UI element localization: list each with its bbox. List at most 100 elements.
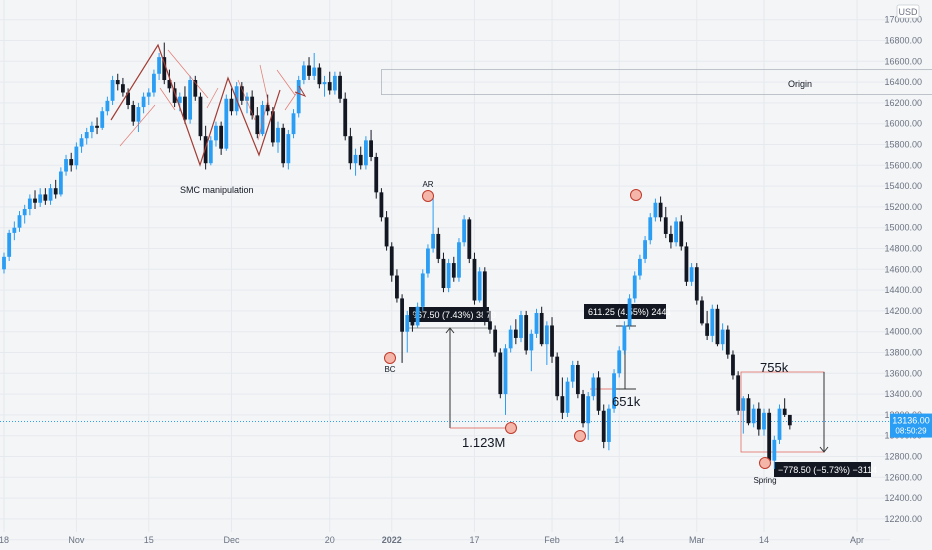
candle-up: [22, 208, 27, 216]
candle-down: [555, 356, 560, 397]
candle-down: [95, 125, 99, 128]
candle-up: [12, 227, 17, 233]
candle-down: [451, 263, 456, 278]
candle-down: [250, 96, 255, 116]
candle-up: [772, 439, 777, 461]
currency-box: [896, 4, 920, 19]
volume-label-2: 651k: [612, 394, 641, 409]
candle-down: [203, 136, 208, 164]
bc-label: BC: [384, 365, 395, 374]
candle-up: [627, 298, 632, 326]
candle-down: [343, 98, 348, 137]
candle-up: [415, 306, 420, 326]
measure3-box-label-bg: [774, 462, 871, 477]
candle-down: [358, 154, 363, 166]
candle-down: [550, 325, 554, 357]
smc-arrow: [276, 69, 296, 96]
candle-down: [270, 111, 275, 143]
candle-down: [663, 217, 668, 234]
candle-up: [622, 325, 627, 351]
candle-up: [653, 202, 658, 218]
candle-up: [710, 308, 715, 336]
candle-down: [126, 92, 130, 105]
smc-arrow: [257, 99, 269, 141]
candle-up: [100, 111, 105, 128]
time-axis[interactable]: 18 Nov 15 Dec 20 2022 17 Feb 14 Mar 14 Apr: [0, 535, 864, 545]
candle-down: [715, 308, 720, 345]
candle-down: [162, 57, 167, 81]
candle-down: [33, 198, 37, 203]
candle-down: [167, 80, 172, 89]
candle-up: [612, 373, 616, 409]
candle-down: [725, 329, 730, 355]
candle-down: [488, 321, 492, 330]
smc-arrows: [110, 43, 307, 167]
y-tick-label: 15400.00: [884, 181, 922, 191]
candle-down: [198, 96, 203, 137]
candle-up: [405, 315, 410, 332]
event-markers: [384, 189, 771, 469]
candle-up: [64, 159, 68, 172]
candle-down: [374, 156, 379, 193]
candle-up: [503, 348, 508, 395]
candle-down: [472, 258, 477, 301]
candle-down: [700, 300, 704, 324]
candle-down: [498, 352, 503, 395]
candle-up: [741, 398, 746, 411]
candle-up: [643, 240, 647, 259]
candle-up: [177, 96, 182, 103]
candle-up: [332, 75, 337, 91]
candle-up: [214, 125, 218, 141]
candle-up: [322, 82, 327, 85]
spring-label: Spring: [753, 476, 776, 485]
candle-down: [756, 408, 761, 430]
candle-down: [575, 364, 580, 395]
candle-up: [529, 333, 534, 351]
smc-arrow: [259, 64, 271, 111]
candle-down: [53, 188, 58, 195]
candle-up: [606, 408, 611, 442]
measure1-label: 967.50 (7.43%) 3870: [412, 310, 496, 320]
candle-up: [570, 364, 575, 382]
candle-up: [364, 140, 368, 166]
candle-down: [219, 125, 224, 149]
candle-up: [777, 408, 782, 440]
candle-up: [146, 92, 151, 97]
candle-up: [224, 98, 229, 149]
origin-zone: Origin: [0, 69, 932, 423]
measure3-label: −778.50 (−5.73%) −3114: [778, 465, 877, 475]
smc-arrow: [237, 79, 256, 121]
smc-zigzag: [110, 43, 281, 167]
candle-up: [152, 73, 156, 93]
candle-up: [84, 132, 89, 139]
candle-up: [638, 258, 642, 276]
candle-down: [395, 275, 399, 299]
candle-up: [58, 171, 63, 195]
candle-up: [586, 396, 591, 424]
candle-up: [157, 57, 161, 74]
marker-2: [574, 430, 586, 442]
candle-down: [369, 140, 373, 157]
x-tick-label: 14: [614, 535, 624, 545]
measure3-arrowhead: [819, 446, 829, 453]
y-tick-label: 14000.00: [884, 327, 922, 337]
candle-up: [260, 104, 265, 135]
y-tick-label: 13800.00: [884, 348, 922, 358]
candle-up: [79, 138, 84, 147]
candle-down: [255, 115, 260, 135]
candle-up: [477, 271, 482, 301]
candle-up: [38, 194, 43, 203]
candle-up: [2, 256, 6, 270]
candle-up: [751, 408, 756, 424]
y-tick-label: 16200.00: [884, 98, 922, 108]
candle-up: [426, 248, 430, 274]
price-tag-bg: [890, 413, 932, 438]
candle-down: [467, 219, 472, 259]
measure1-box: [409, 307, 489, 322]
candle-down: [115, 80, 120, 85]
y-tick-label: 14600.00: [884, 264, 922, 274]
candle-up: [431, 233, 436, 249]
